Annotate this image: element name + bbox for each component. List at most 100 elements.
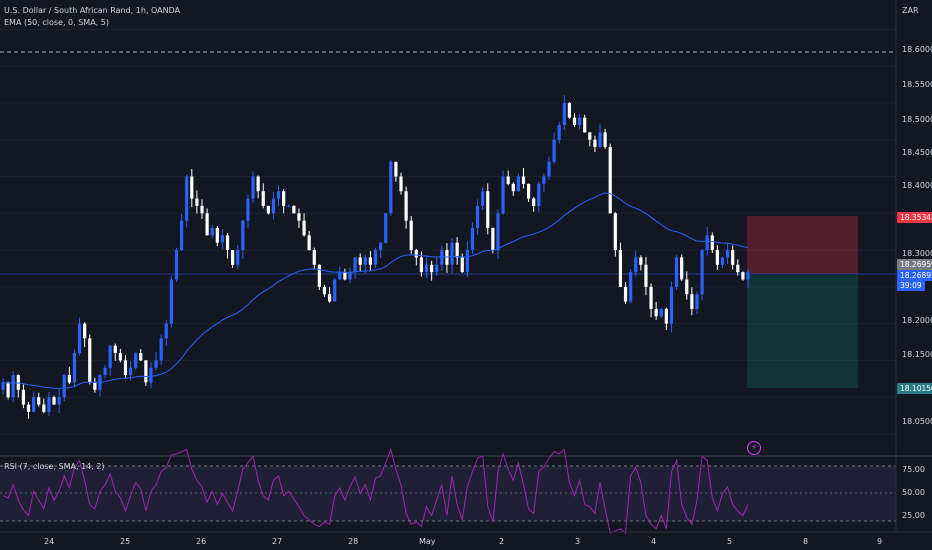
candle-body: [21, 389, 26, 405]
candle-body: [1, 382, 5, 390]
candle-body: [379, 242, 383, 251]
candle-body: [317, 264, 321, 287]
candle-body: [154, 360, 158, 368]
candle-body: [440, 250, 444, 265]
candle-body: [118, 353, 122, 361]
candle-body: [562, 102, 566, 126]
candle-body: [394, 161, 398, 177]
candle-body: [634, 257, 638, 273]
candle-body: [731, 250, 735, 265]
candle-body: [674, 257, 679, 287]
candle-body: [266, 205, 270, 214]
candle-body: [537, 183, 541, 206]
candle-body: [435, 264, 439, 273]
candle-body: [123, 360, 128, 376]
candle-body: [139, 353, 143, 361]
candle-body: [710, 235, 714, 251]
lightning-icon[interactable]: ⚡: [747, 441, 761, 455]
candles-series[interactable]: [1, 95, 750, 419]
candle-body: [225, 235, 230, 251]
candle-body: [256, 176, 260, 192]
candle-body: [307, 235, 311, 251]
candle-body: [588, 132, 592, 140]
candle-body: [159, 338, 163, 361]
candle-body: [399, 176, 403, 192]
candle-body: [134, 353, 138, 368]
candle-body: [77, 323, 82, 354]
candle-body: [542, 176, 546, 184]
candle-body: [52, 397, 56, 405]
candle-body: [557, 125, 561, 140]
candle-body: [373, 250, 378, 265]
candle-body: [491, 228, 495, 251]
candle-body: [532, 198, 536, 206]
candle-body: [384, 213, 388, 243]
candle-body: [343, 272, 347, 280]
candle-body: [26, 404, 31, 412]
time-tick: 9: [877, 537, 883, 546]
rsi-legend[interactable]: RSI (7, close, SMA, 14, 2): [4, 462, 105, 471]
candle-body: [496, 213, 500, 251]
candle-body: [200, 205, 204, 214]
candle-body: [282, 191, 286, 206]
candle-body: [220, 235, 225, 243]
candle-body: [164, 323, 168, 339]
candle-body: [47, 397, 51, 412]
candle-body: [149, 367, 153, 383]
candle-body: [287, 205, 291, 207]
candle-body: [669, 286, 674, 324]
candle-body: [179, 220, 184, 251]
time-tick: 26: [196, 537, 207, 546]
take-profit-zone[interactable]: [747, 275, 858, 388]
candle-body: [455, 242, 459, 258]
rsi-tick: 75.00: [902, 465, 925, 474]
candle-body: [659, 308, 663, 317]
candle-body: [113, 345, 117, 354]
price-tick: 18.30000: [902, 249, 932, 258]
stop-loss-zone[interactable]: [747, 216, 858, 274]
candle-body: [42, 404, 46, 412]
candle-body: [83, 323, 87, 339]
candle-body: [424, 264, 429, 273]
ema-legend[interactable]: EMA (50, close, 0, SMA, 5): [4, 18, 109, 27]
rsi-tick: 50.00: [902, 488, 925, 497]
price-tick: 18.55000: [902, 80, 932, 89]
candle-body: [450, 242, 454, 265]
time-tick: 28: [348, 537, 359, 546]
candle-body: [348, 272, 352, 280]
bid-price-tag: 18.26959: [897, 259, 932, 270]
time-tick: 8: [803, 537, 809, 546]
candle-body: [302, 220, 306, 236]
currency-label: ZAR: [902, 6, 919, 15]
candle-body: [292, 205, 296, 214]
candle-body: [629, 272, 633, 302]
countdown-tag: 39:09: [897, 280, 925, 291]
symbol-title[interactable]: U.S. Dollar / South African Rand, 1h, OA…: [4, 6, 181, 15]
candle-body: [603, 132, 607, 148]
candle-body: [715, 250, 719, 265]
candle-body: [685, 279, 689, 295]
candle-body: [297, 213, 301, 221]
candle-body: [736, 264, 740, 273]
candle-body: [430, 264, 434, 273]
candle-body: [195, 198, 199, 206]
ema-line[interactable]: [2, 192, 749, 390]
price-tick: 18.20000: [902, 316, 932, 325]
time-tick: May: [419, 537, 436, 546]
candle-body: [526, 183, 531, 199]
candle-body: [93, 382, 97, 390]
candle-body: [690, 294, 694, 309]
candle-body: [327, 294, 332, 302]
candle-body: [251, 176, 255, 199]
candle-body: [608, 147, 612, 214]
candle-body: [419, 257, 424, 273]
time-tick: 2: [499, 537, 505, 546]
candle-body: [333, 279, 337, 302]
time-tick: 24: [44, 537, 55, 546]
candle-body: [185, 176, 189, 221]
candle-body: [57, 397, 61, 405]
candle-body: [389, 161, 393, 214]
price-tick: 18.60000: [902, 45, 932, 54]
time-tick: 3: [575, 537, 581, 546]
